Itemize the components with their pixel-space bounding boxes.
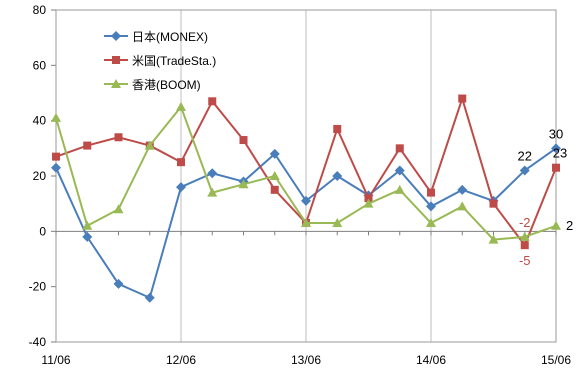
series-layer xyxy=(51,94,561,303)
data-point xyxy=(552,163,560,172)
y-tick-label: -40 xyxy=(29,335,47,349)
data-point xyxy=(269,148,280,159)
data-point xyxy=(332,218,343,228)
data-point xyxy=(113,278,124,289)
data-point xyxy=(208,97,217,106)
data-point xyxy=(364,194,373,203)
data-point xyxy=(269,171,280,180)
y-tick-label: 20 xyxy=(33,169,47,183)
data-point xyxy=(332,171,343,181)
legend-label: 米国(TradeSta.) xyxy=(132,54,216,68)
data-point xyxy=(52,152,60,161)
data-point xyxy=(363,198,374,208)
data-point xyxy=(144,140,155,150)
data-point xyxy=(176,182,186,193)
x-tick-label: 15/06 xyxy=(541,353,571,367)
data-point xyxy=(177,158,185,167)
data-point xyxy=(207,168,218,179)
data-point xyxy=(51,112,61,122)
data-label: -5 xyxy=(519,253,531,268)
x-tick-label: 14/06 xyxy=(416,353,446,367)
x-tick-label: 13/06 xyxy=(291,353,321,367)
data-point xyxy=(144,292,155,303)
data-point xyxy=(489,199,498,208)
data-point xyxy=(301,218,311,228)
grid-layer xyxy=(55,10,557,342)
data-point xyxy=(114,133,123,142)
data-point xyxy=(207,187,218,197)
data-point xyxy=(551,220,561,230)
legend-item-1: 米国(TradeSta.) xyxy=(104,54,216,68)
data-point xyxy=(176,101,186,111)
x-tick-label: 12/06 xyxy=(166,353,196,367)
data-point xyxy=(394,165,405,176)
data-point xyxy=(82,220,93,230)
data-point xyxy=(426,218,436,228)
y-tick-label: 80 xyxy=(33,3,47,17)
axis-layer: -40 -20 0 20 40 60 80 11/06 12/06 13/06 14/06 15/06 xyxy=(29,3,572,367)
data-point xyxy=(488,234,499,244)
series-2 xyxy=(51,101,561,244)
data-point xyxy=(301,195,311,206)
data-point xyxy=(394,184,405,194)
legend-item-2: 香港(BOOM) xyxy=(104,78,201,92)
data-point xyxy=(239,136,248,145)
data-point xyxy=(238,179,249,189)
x-tick-label: 11/06 xyxy=(41,353,70,367)
annotation-layer: 30 22 23 -2 -5 2 xyxy=(518,126,574,268)
data-point xyxy=(427,188,435,197)
data-label: 23 xyxy=(553,146,567,161)
data-point xyxy=(395,144,404,153)
data-point xyxy=(457,201,468,211)
data-point xyxy=(426,201,436,212)
data-point xyxy=(270,185,279,194)
data-point xyxy=(113,204,124,214)
data-point xyxy=(520,241,529,250)
data-point xyxy=(82,231,93,242)
data-label: 22 xyxy=(518,148,532,163)
data-point xyxy=(458,94,467,103)
legend-marker xyxy=(112,56,120,64)
data-point xyxy=(83,141,92,150)
data-point xyxy=(333,124,342,133)
data-point xyxy=(51,162,61,173)
y-tick-label: 60 xyxy=(33,58,47,72)
legend-marker xyxy=(111,79,121,88)
legend-item-0: 日本(MONEX) xyxy=(104,30,208,44)
legend-marker xyxy=(111,31,121,41)
data-point xyxy=(519,231,530,241)
legend-label: 日本(MONEX) xyxy=(132,30,208,44)
legend-label: 香港(BOOM) xyxy=(132,78,201,92)
data-label: 30 xyxy=(549,126,563,141)
data-point xyxy=(551,143,561,154)
data-point xyxy=(519,165,530,176)
data-label: 2 xyxy=(566,218,573,233)
y-tick-label: -20 xyxy=(29,280,47,294)
y-tick-label: 0 xyxy=(39,224,46,238)
data-label: -2 xyxy=(519,215,531,230)
data-point xyxy=(457,184,468,195)
legend: 日本(MONEX) 米国(TradeSta.) 香港(BOOM) xyxy=(104,30,216,92)
y-tick-label: 40 xyxy=(33,114,47,128)
